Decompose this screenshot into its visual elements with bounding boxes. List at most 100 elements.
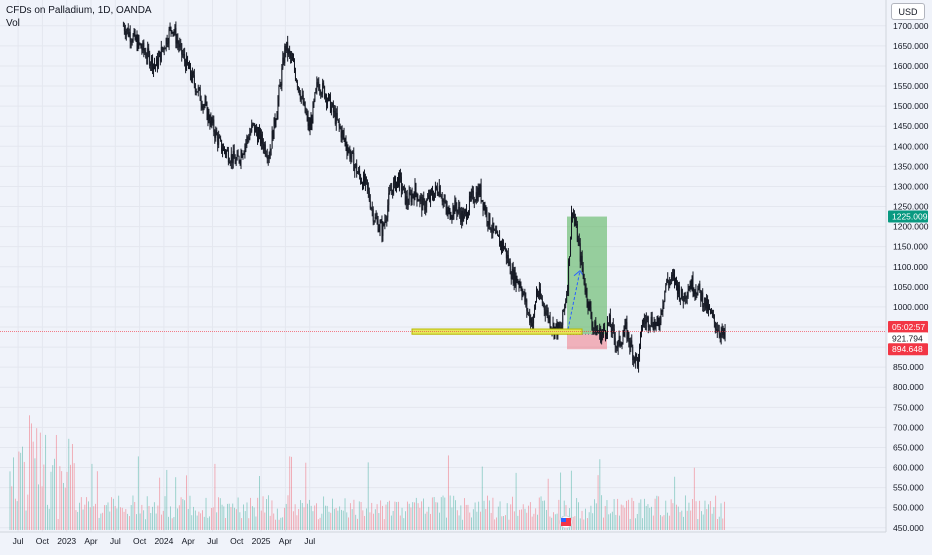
candle-body [385,220,387,222]
candle-body [280,84,282,86]
candle-body [640,332,641,345]
volume-bar [57,518,59,530]
candle-body [351,151,353,157]
volume-bar [164,496,166,530]
candle-body [595,321,597,336]
volume-bar [171,518,173,530]
currency-button[interactable]: USD [891,3,925,20]
candle-body [580,255,582,262]
time-axis[interactable]: Jul Oct 2023 Apr Jul Oct 2024 Apr Jul Oct 2025 Apr J… [0,531,932,550]
candle-body [303,101,305,105]
candle-body [339,125,341,129]
volume-bar [490,512,492,530]
candle-body [507,254,509,264]
candle-body [287,41,289,55]
candle-body [513,269,515,284]
volume-bar [29,415,31,530]
candle-body [469,196,471,198]
stop-price-badge-background [888,343,928,356]
volume-legend[interactable]: Vol [6,18,20,29]
candle-body [205,101,207,103]
candle-body [573,214,575,220]
chart-legend: CFDs on Palladium, 1D, OANDA Vol [6,4,152,30]
candle-body [272,131,274,139]
volume-bar [161,514,162,530]
candle-body [417,200,419,202]
candle-body [691,277,693,289]
candle-body [213,119,215,133]
candle-body [680,289,682,298]
candle-body [138,37,140,44]
candle-body [169,27,171,30]
candle-body [381,222,383,237]
volume-bar [70,464,71,530]
candle-body [445,201,447,208]
candle-body [527,310,529,313]
volume-bar [280,517,282,530]
candle-body [679,297,681,300]
volume-bar [374,509,376,530]
candle-body [648,326,650,328]
volume-bar [606,500,608,530]
price-tick-label: 650.000 [893,442,924,452]
candle-body [393,181,395,195]
candle-body [183,54,185,56]
volume-bar [433,496,435,530]
candle-body [492,222,494,232]
volume-bar [538,497,540,530]
candle-body [464,211,466,215]
volume-bar [533,513,535,530]
candle-body [401,190,403,191]
volume-bar [196,515,198,530]
volume-bar [417,503,419,530]
volume-bar [576,498,578,530]
candle-body [190,64,191,76]
candle-body [265,154,267,156]
volume-bar [267,495,269,530]
volume-bar [143,510,145,530]
time-tick-label: Jul [13,536,24,546]
candle-body [133,31,135,36]
candle-body [413,195,415,200]
volume-bar [383,519,385,530]
volume-bar [64,487,66,530]
candle-body [404,187,406,205]
volume-bar [301,502,303,530]
volume-bar [410,507,412,530]
support-zone[interactable] [0,328,886,529]
candle-body [426,200,428,208]
candle-body [439,186,441,197]
volume-bar [437,502,439,530]
candle-body [434,185,436,193]
volume-bar [474,502,476,530]
target-zone [567,216,607,335]
volume-bar [275,519,276,530]
volume-bar [369,512,371,530]
candle-body [157,56,159,68]
symbol-title[interactable]: CFDs on Palladium, 1D, OANDA [6,5,152,16]
volume-bar [549,516,551,530]
candle-body [283,57,285,64]
candle-body [341,130,343,138]
candle-body [166,38,168,45]
volume-bar [16,501,18,530]
candle-body [505,248,507,259]
volume-bar [684,495,686,530]
volume-bar [544,500,545,530]
stop-zone [567,334,607,350]
candle-body [282,57,284,69]
price-axis[interactable] [885,0,932,550]
candle-body [173,31,175,33]
candle-body [654,321,656,327]
candle-body [196,91,198,93]
volume-bar [25,510,27,530]
candle-body [671,274,673,281]
volume-bar [526,512,528,530]
volume-bar [23,461,25,530]
candle-body [347,150,349,153]
candle-body [661,309,663,312]
candle-body [724,329,726,338]
volume-bar [713,507,715,530]
